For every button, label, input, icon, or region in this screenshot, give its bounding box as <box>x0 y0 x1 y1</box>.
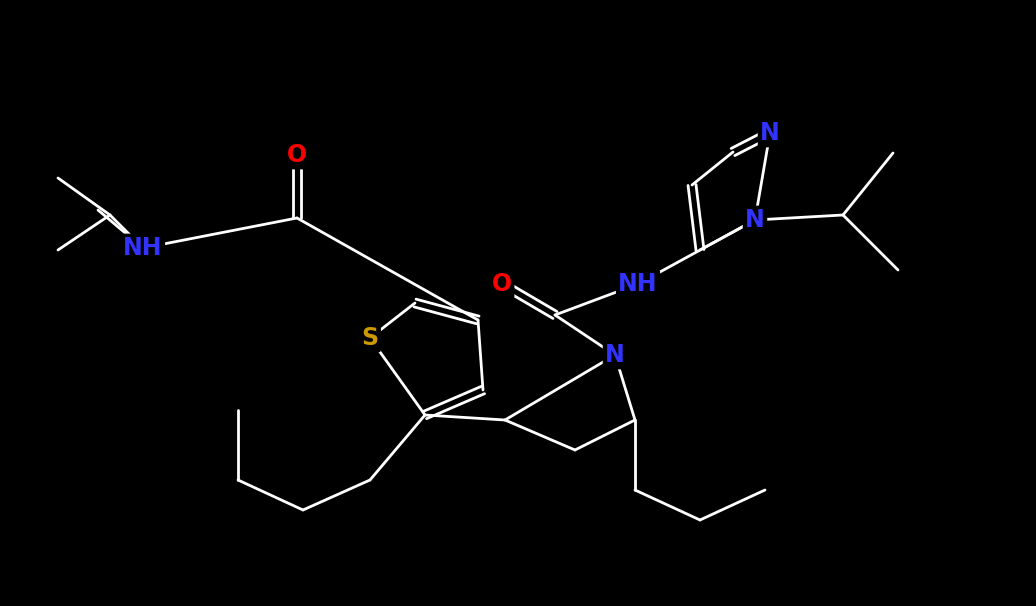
Text: O: O <box>492 272 512 296</box>
Text: NH: NH <box>618 272 658 296</box>
Text: S: S <box>362 326 378 350</box>
Text: NH: NH <box>123 236 163 260</box>
Text: O: O <box>287 143 307 167</box>
Text: N: N <box>605 343 625 367</box>
Text: N: N <box>760 121 780 145</box>
Text: N: N <box>745 208 765 232</box>
